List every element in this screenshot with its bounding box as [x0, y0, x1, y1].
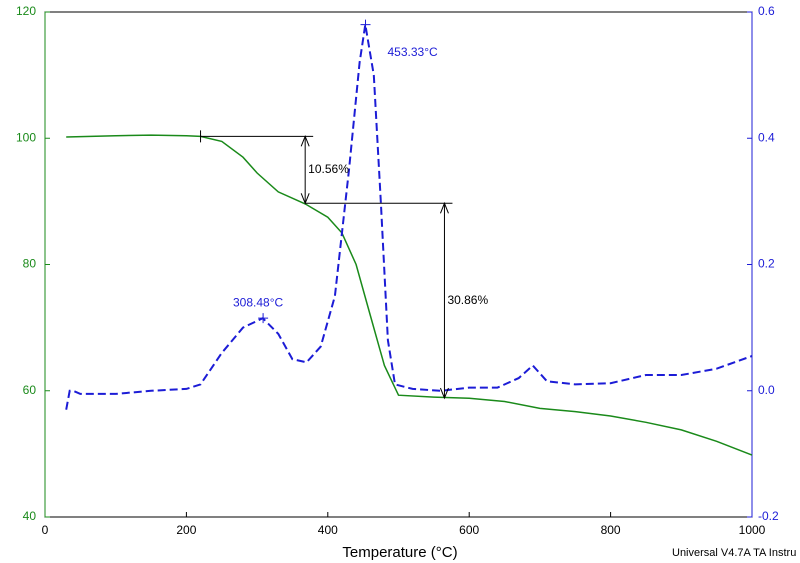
- x-tick-label: 600: [459, 523, 479, 537]
- y2-tick-label: 0.0: [758, 383, 775, 397]
- step-label: 30.86%: [447, 293, 488, 307]
- footer: Universal V4.7A TA Instru: [672, 547, 796, 559]
- x-tick-label: 400: [318, 523, 338, 537]
- peak-marker: [360, 19, 371, 30]
- peak-label: 308.48°C: [233, 295, 284, 309]
- y2-tick-label: 0.4: [758, 130, 775, 144]
- plot-frame: [44, 11, 753, 518]
- y2-tick-label: 0.6: [758, 4, 775, 18]
- y-tick-label: 100: [16, 130, 36, 144]
- x-tick-label: 0: [42, 523, 49, 537]
- x-axis-title: Temperature (°C): [342, 544, 457, 561]
- peak-label: 453.33°C: [388, 45, 439, 59]
- arrow-head: [439, 201, 449, 400]
- data-line: [66, 134, 753, 456]
- x-tick-label: 1000: [739, 523, 766, 537]
- y2-tick-label: -0.2: [758, 509, 779, 523]
- y-tick-label: 60: [23, 383, 37, 397]
- step-label: 10.56%: [308, 162, 349, 176]
- peak-marker: [258, 313, 269, 324]
- y-tick-label: 120: [16, 4, 36, 18]
- y2-tick-label: 0.2: [758, 257, 775, 271]
- x-tick-label: 200: [176, 523, 196, 537]
- x-tick-label: 800: [601, 523, 621, 537]
- y-tick-label: 80: [23, 257, 37, 271]
- data-line: [65, 24, 753, 410]
- y-tick-label: 40: [23, 509, 37, 523]
